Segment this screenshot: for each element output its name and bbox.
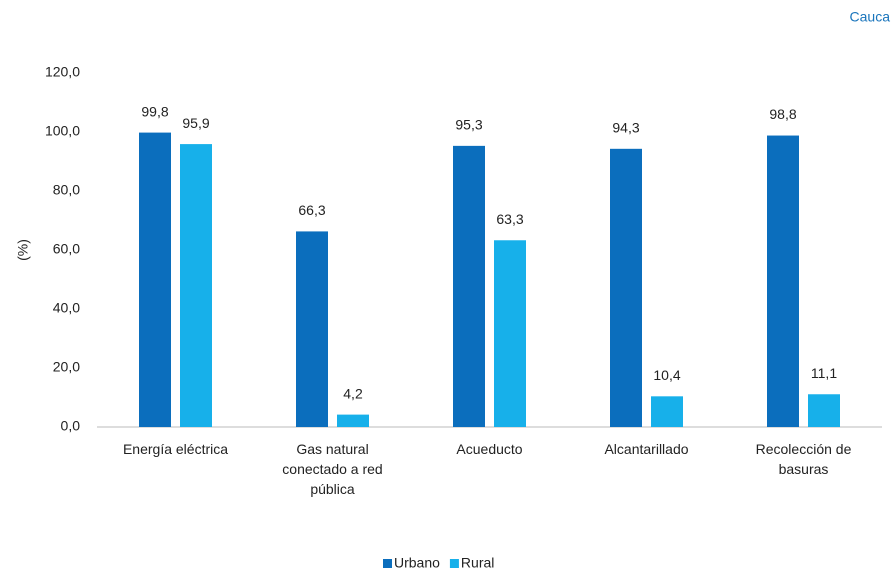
bar — [767, 135, 799, 428]
x-tick-label: Gas natural conectado a red pública — [282, 441, 383, 497]
y-tick-label: 80,0 — [53, 182, 80, 198]
data-label: 63,3 — [496, 211, 523, 227]
bar — [494, 240, 526, 427]
y-tick-label: 60,0 — [53, 241, 80, 257]
y-tick-label: 120,0 — [45, 64, 80, 80]
data-label: 66,3 — [298, 202, 325, 218]
y-axis-label: (%) — [15, 239, 31, 261]
data-label: 11,1 — [811, 365, 837, 381]
legend-swatch — [383, 559, 392, 568]
data-label: 10,4 — [653, 367, 680, 383]
x-tick-label: Energía eléctrica — [122, 441, 229, 457]
data-label: 4,2 — [343, 385, 363, 401]
y-tick-label: 0,0 — [61, 418, 81, 434]
x-tick-label: Alcantarillado — [604, 441, 689, 457]
bar — [337, 414, 369, 427]
x-tick-label: Recolección de basuras — [755, 441, 852, 477]
bar — [610, 148, 642, 427]
legend-swatch — [449, 559, 459, 568]
bar — [139, 132, 171, 427]
bar — [453, 145, 485, 428]
data-label: 98,8 — [769, 106, 796, 122]
bar — [180, 144, 212, 427]
chart-title: Cauca — [850, 9, 891, 25]
y-tick-label: 40,0 — [53, 300, 80, 316]
data-label: 99,8 — [141, 103, 168, 119]
legend-label: Rural — [461, 555, 494, 571]
data-label: 94,3 — [612, 120, 639, 136]
data-label: 95,3 — [455, 117, 482, 133]
y-tick-label: 20,0 — [53, 359, 80, 375]
bar — [651, 396, 683, 427]
y-tick-label: 100,0 — [45, 123, 80, 139]
legend-label: Urbano — [394, 555, 440, 571]
data-label: 95,9 — [182, 115, 209, 131]
bar — [296, 231, 328, 427]
bar — [808, 394, 840, 427]
x-tick-label: Acueducto — [456, 441, 523, 457]
